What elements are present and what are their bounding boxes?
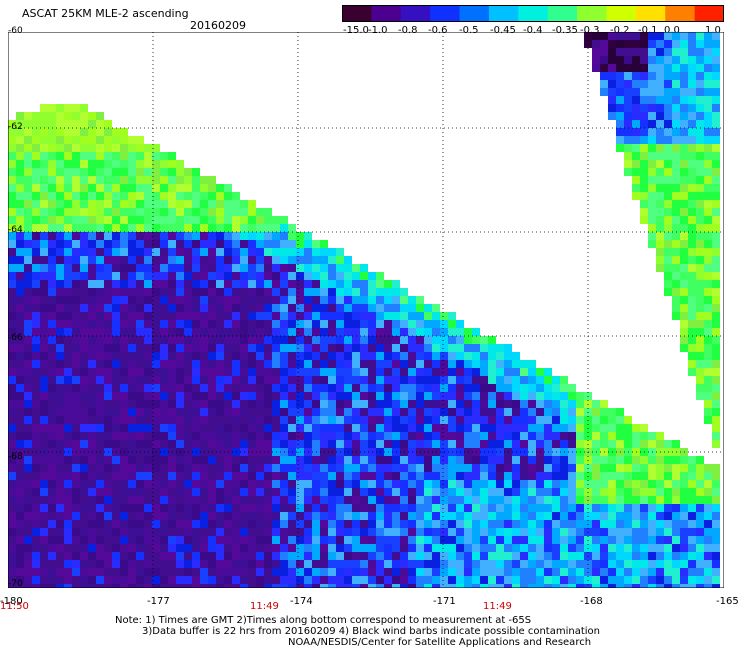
colorbar-tick-label: -0.3 (580, 25, 600, 36)
latitude-label: -70 (8, 579, 23, 589)
time-label: 11:50 (0, 601, 29, 612)
latitude-label: -62 (8, 122, 23, 132)
longitude-label: -171 (433, 596, 456, 607)
colorbar (342, 5, 725, 22)
colorbar-swatch (635, 5, 666, 22)
lat-lon-gridlines (8, 32, 724, 588)
colorbar-swatches (342, 5, 725, 22)
colorbar-tick-label: -0.35 (552, 25, 578, 36)
colorbar-swatch (371, 5, 402, 22)
colorbar-tick-label: -1.0 (368, 25, 388, 36)
colorbar-tick-label: -0.8 (398, 25, 418, 36)
colorbar-swatch (342, 5, 372, 22)
wind-map (8, 32, 724, 588)
colorbar-tick-label: -0.45 (490, 25, 516, 36)
colorbar-swatch (577, 5, 608, 22)
colorbar-swatch (547, 5, 578, 22)
latitude-label: -60 (8, 26, 23, 36)
longitude-label: -177 (147, 596, 170, 607)
colorbar-tick-label: 1.0 (705, 25, 721, 36)
colorbar-tick-label: -0.2 (610, 25, 630, 36)
latitude-label: -68 (8, 452, 23, 462)
footnote-line-3: NOAA/NESDIS/Center for Satellite Applica… (288, 637, 592, 648)
colorbar-swatch (430, 5, 461, 22)
colorbar-swatch (488, 5, 519, 22)
swath-east (584, 32, 720, 448)
latitude-label: -66 (8, 333, 23, 343)
colorbar-tick-label: -0.1 (638, 25, 658, 36)
longitude-label: -180 (0, 596, 23, 607)
colorbar-tick-label: -0.6 (428, 25, 448, 36)
colorbar-tick-label: -0.4 (523, 25, 543, 36)
product-title: ASCAT 25KM MLE-2 ascending (22, 7, 189, 20)
longitude-label: -168 (580, 596, 603, 607)
swath-west (8, 104, 720, 588)
colorbar-swatch (459, 5, 490, 22)
latitude-label: -64 (8, 225, 23, 235)
footnote-line-2: 3)Data buffer is 22 hrs from 20160209 4)… (142, 626, 600, 637)
colorbar-tick-label: -15.0 (343, 25, 369, 36)
colorbar-swatch (665, 5, 696, 22)
time-label: 11:49 (483, 601, 512, 612)
colorbar-tick-label: -0.5 (459, 25, 479, 36)
footnote-line-1: Note: 1) Times are GMT 2)Times along bot… (115, 615, 532, 626)
colorbar-swatch (400, 5, 431, 22)
longitude-label: -165 (716, 596, 739, 607)
time-label: 11:49 (250, 601, 279, 612)
longitude-label: -174 (290, 596, 313, 607)
colorbar-tick-label: 0.0 (664, 25, 680, 36)
colorbar-swatch (606, 5, 637, 22)
colorbar-swatch (694, 5, 725, 22)
product-date: 20160209 (190, 19, 246, 32)
colorbar-swatch (518, 5, 549, 22)
footnote: Note: 1) Times are GMT 2)Times along bot… (115, 615, 600, 648)
